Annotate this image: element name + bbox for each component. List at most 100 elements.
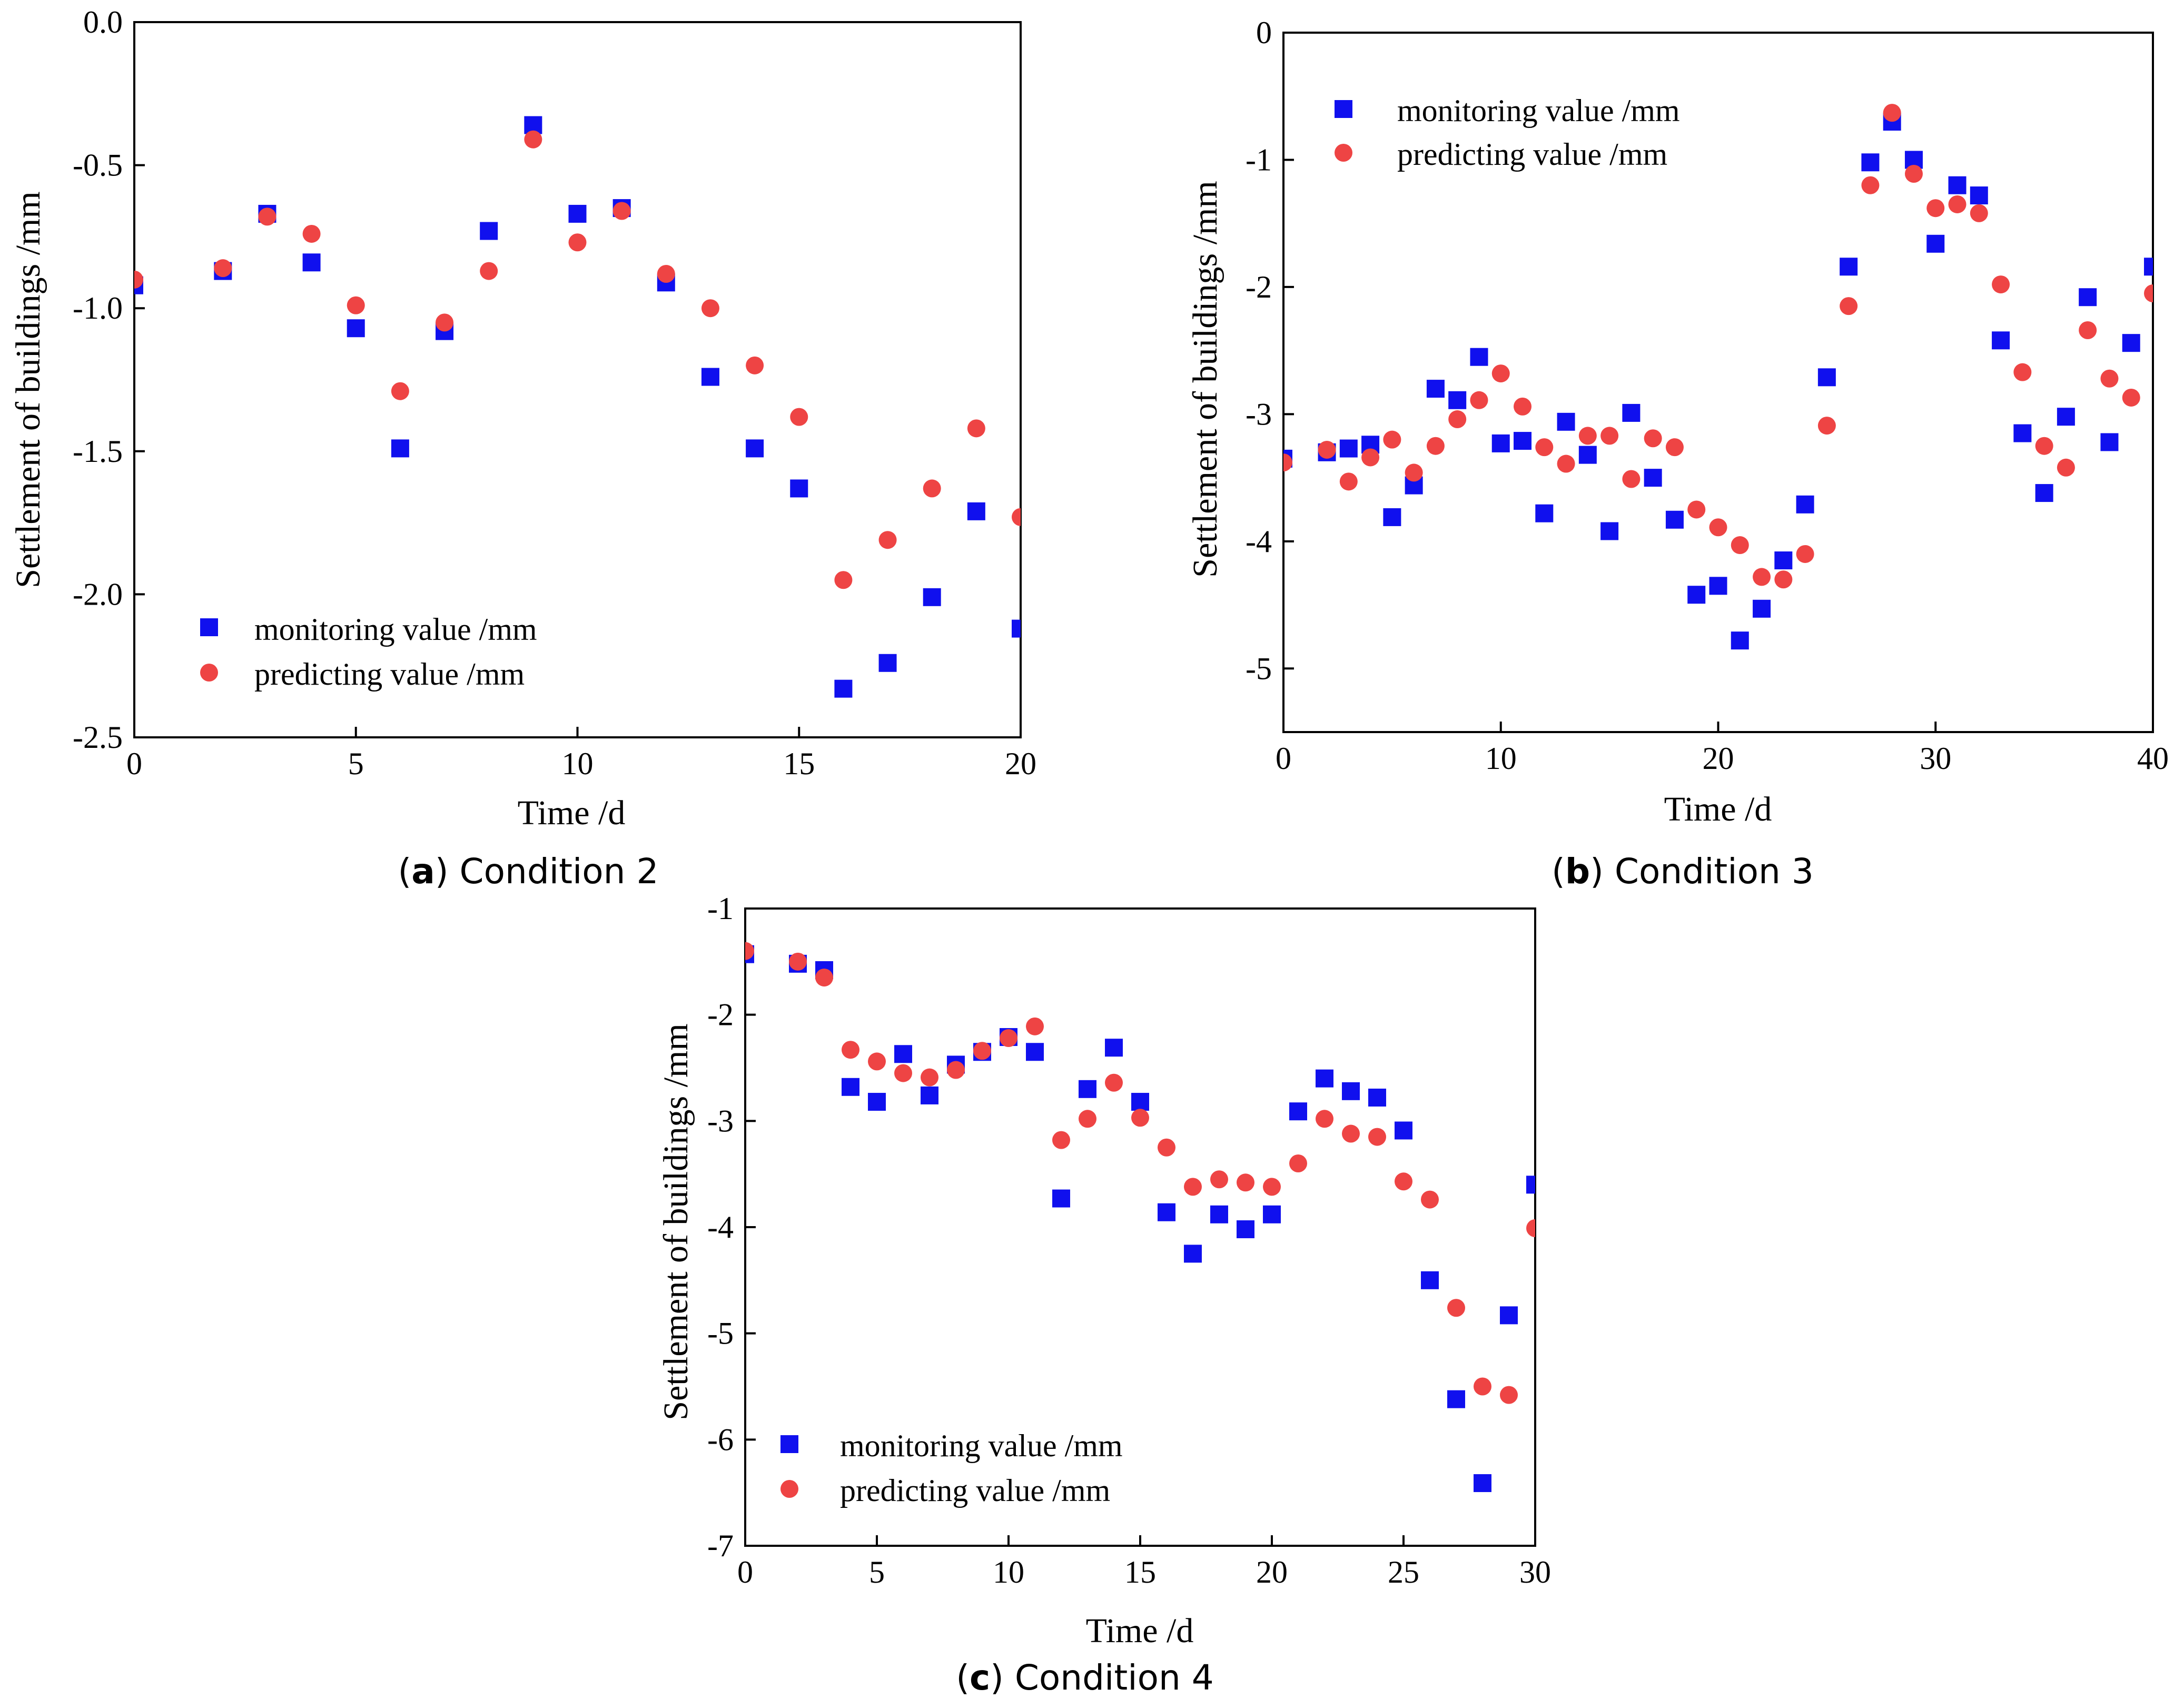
predicting-point [1283, 453, 1292, 472]
x-tick-label: 5 [348, 746, 364, 781]
chart-c-ylabel: Settlement of buildings /mm [657, 1023, 695, 1420]
predicting-point [1883, 104, 1901, 122]
predicting-point [1318, 440, 1336, 459]
legend-predicting-marker [200, 664, 218, 682]
x-tick-label: 25 [1388, 1555, 1419, 1589]
x-tick-label: 0 [737, 1555, 753, 1589]
predicting-point [1184, 1178, 1202, 1196]
monitoring-point [347, 319, 365, 338]
monitoring-point [1421, 1271, 1439, 1289]
predicting-point [1578, 427, 1597, 445]
chart-b-caption-letter: b [1565, 851, 1590, 892]
monitoring-point [1500, 1306, 1518, 1325]
monitoring-point [1447, 1390, 1465, 1408]
predicting-point [1026, 1017, 1044, 1035]
legend-monitoring-label: monitoring value /mm [840, 1428, 1123, 1463]
predicting-point [2013, 363, 2032, 381]
predicting-point [947, 1061, 965, 1079]
predicting-point [1131, 1109, 1149, 1127]
predicting-point [568, 233, 587, 252]
monitoring-point [790, 479, 808, 498]
chart-a-caption: (a) Condition 2 [398, 851, 659, 892]
monitoring-point [1970, 186, 1988, 205]
predicting-point [134, 270, 143, 289]
predicting-point [657, 265, 675, 283]
predicting-point [258, 208, 276, 226]
monitoring-point [1817, 368, 1836, 387]
predicting-point [1421, 1190, 1439, 1209]
predicting-point [1753, 568, 1771, 586]
predicting-point [1210, 1170, 1228, 1189]
monitoring-point [2035, 484, 2053, 502]
legend-predicting-marker [1335, 144, 1352, 162]
predicting-point [1289, 1154, 1307, 1172]
x-tick-label: 15 [1124, 1555, 1156, 1589]
monitoring-point [1342, 1082, 1360, 1100]
legend-predicting-marker [780, 1480, 798, 1498]
monitoring-point [391, 439, 409, 458]
monitoring-point [1557, 412, 1575, 431]
monitoring-point [1600, 522, 1619, 540]
data-points [134, 116, 1021, 698]
predicting-point [1158, 1138, 1175, 1157]
predicting-point [701, 299, 719, 318]
monitoring-point [1158, 1203, 1175, 1221]
x-tick-label: 30 [1519, 1555, 1551, 1589]
monitoring-point [1948, 176, 1967, 194]
predicting-point [1535, 438, 1554, 457]
predicting-point [1774, 570, 1793, 589]
legend-monitoring-marker [200, 618, 218, 636]
predicting-point [1012, 508, 1021, 526]
predicting-point [524, 130, 542, 149]
predicting-point [1474, 1377, 1491, 1396]
monitoring-point [1474, 1474, 1491, 1493]
chart-c-caption-letter: c [970, 1657, 990, 1698]
monitoring-point [1840, 258, 1858, 276]
predicting-point [1000, 1029, 1017, 1048]
predicting-point [1105, 1073, 1123, 1092]
predicting-point [2144, 284, 2153, 302]
y-tick-label: -5 [1246, 651, 1272, 686]
monitoring-point [1514, 432, 1532, 450]
monitoring-point [1470, 348, 1488, 366]
predicting-point [834, 571, 853, 589]
monitoring-point [2013, 424, 2032, 442]
monitoring-point [923, 588, 941, 606]
predicting-point [745, 942, 754, 960]
chart-condition-2: Settlement of buildings /mm Time /d moni… [9, 5, 1036, 892]
chart-a-legend: monitoring value /mm predicting value /m… [200, 612, 537, 692]
chart-a-caption-text: Condition 2 [460, 851, 659, 892]
monitoring-point [868, 1093, 886, 1111]
chart-a-ylabel: Settlement of buildings /mm [9, 191, 47, 588]
predicting-point [347, 296, 365, 314]
monitoring-point [1731, 631, 1749, 650]
monitoring-point [1105, 1039, 1123, 1057]
chart-c-caption-text: Condition 4 [1015, 1657, 1214, 1698]
y-tick-label: -1 [1246, 142, 1272, 177]
chart-b-caption-text: Condition 3 [1615, 851, 1814, 892]
chart-condition-4: Settlement of buildings /mm Time /d moni… [657, 891, 1551, 1698]
predicting-point [1687, 500, 1706, 519]
monitoring-point [1184, 1245, 1202, 1263]
monitoring-point [302, 253, 321, 272]
y-tick-label: -1 [707, 891, 734, 926]
monitoring-point [1926, 234, 1945, 253]
data-points [745, 942, 1535, 1493]
predicting-point [1395, 1172, 1412, 1191]
predicting-point [973, 1042, 991, 1060]
predicting-point [790, 408, 808, 426]
monitoring-point [2122, 334, 2140, 352]
monitoring-point [1395, 1121, 1412, 1140]
monitoring-point [1316, 1069, 1333, 1088]
chart-a-caption-letter: a [411, 851, 435, 892]
predicting-point [2122, 388, 2140, 407]
predicting-point [2100, 369, 2119, 388]
chart-c-xlabel: Time /d [1086, 1612, 1194, 1650]
predicting-point [923, 479, 941, 498]
predicting-point [391, 382, 409, 400]
predicting-point [2057, 458, 2075, 477]
legend-predicting-label: predicting value /mm [254, 657, 525, 692]
monitoring-point [1687, 586, 1706, 604]
chart-b-ylabel: Settlement of buildings /mm [1186, 181, 1224, 577]
predicting-point [1263, 1178, 1281, 1196]
